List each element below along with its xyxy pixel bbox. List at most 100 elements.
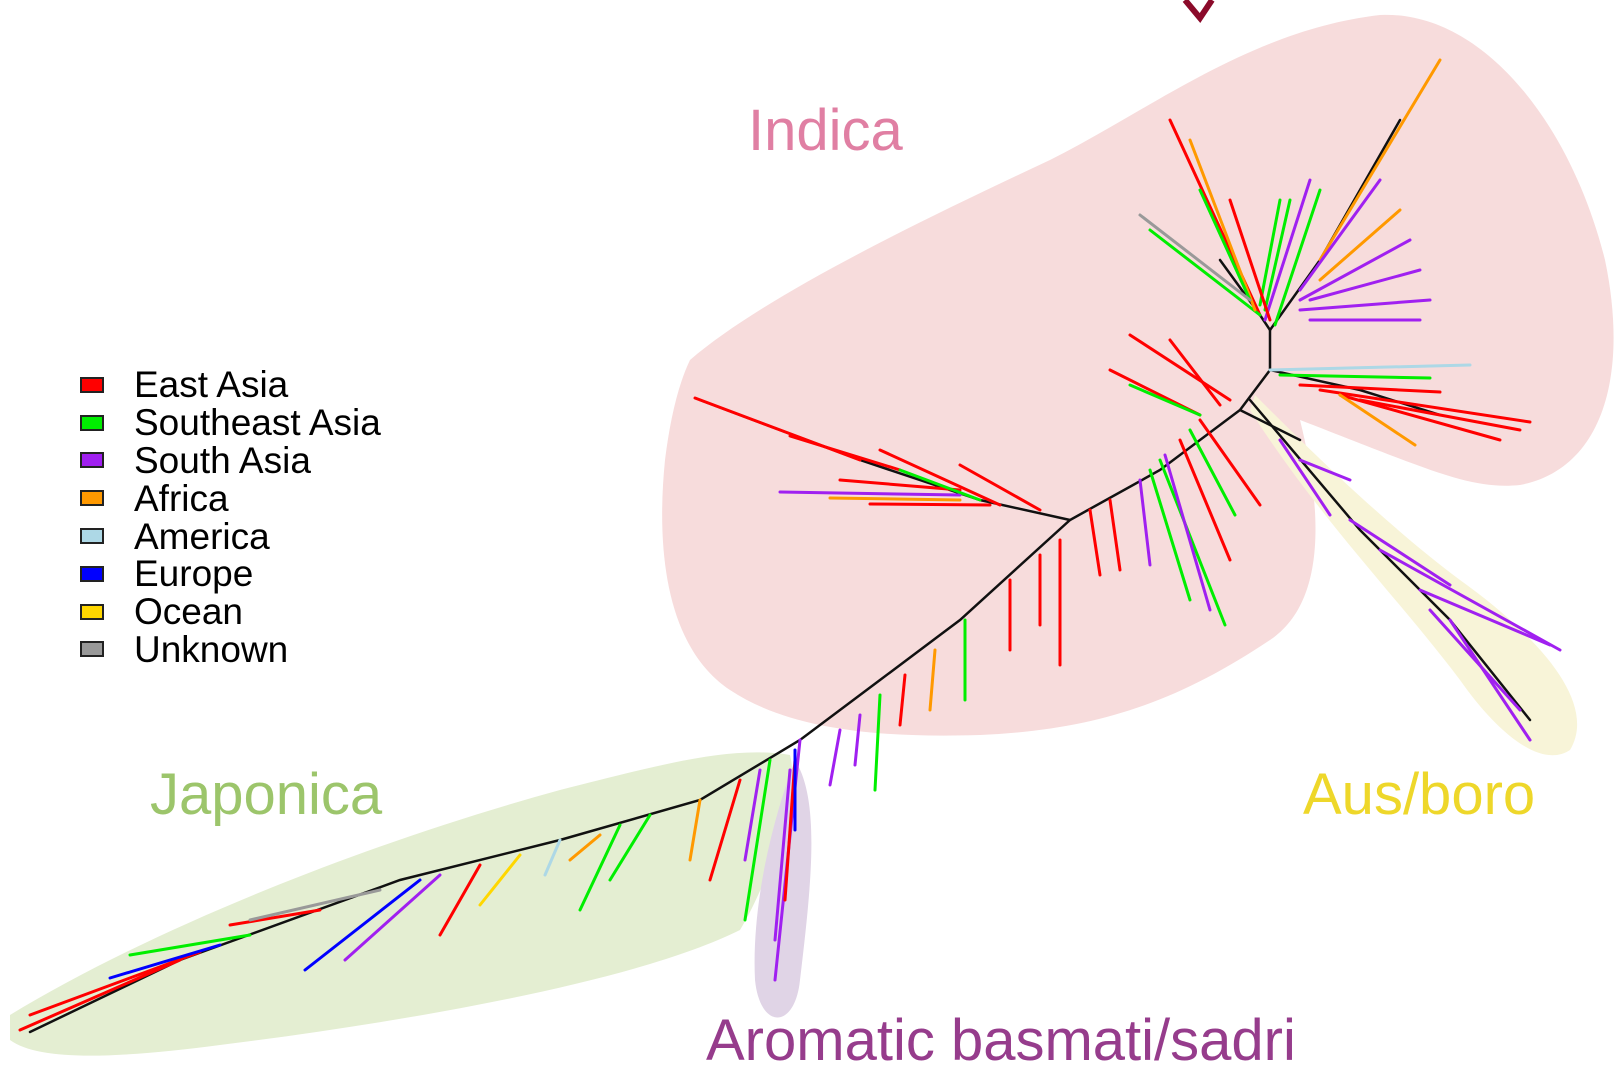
leaf (28, 950, 202, 1017)
legend-label: Southeast Asia (134, 402, 381, 444)
leaf (1138, 213, 1252, 302)
legend-swatch (80, 452, 104, 469)
legend-label: Ocean (134, 591, 244, 633)
leaf (853, 713, 862, 767)
leaf (1138, 478, 1152, 567)
leaf (1258, 198, 1282, 307)
leaf (868, 502, 992, 507)
legend-label: East Asia (134, 364, 289, 406)
leaf (898, 673, 907, 727)
leaf (128, 933, 252, 957)
legend-swatch (80, 528, 104, 545)
legend-item: Southeast Asia (80, 404, 381, 442)
leaf (1298, 238, 1412, 302)
leaf (1128, 333, 1232, 402)
leaf (878, 448, 1002, 507)
leaf (898, 468, 982, 502)
japonica-clade-region (10, 752, 792, 1056)
leaf (1308, 268, 1422, 302)
leaf (1278, 373, 1432, 380)
leaf (1298, 298, 1432, 312)
leaf (1198, 188, 1252, 302)
leaf (1448, 618, 1532, 742)
leaf (1178, 438, 1232, 562)
leaf (1163, 453, 1212, 612)
leaf (1158, 458, 1227, 627)
leaf (743, 768, 762, 862)
japonica-label: Japonica (150, 762, 383, 827)
leaf (1168, 338, 1222, 407)
legend-item: Africa (80, 479, 381, 517)
japonica-leaves (18, 758, 772, 1032)
leaf (1228, 198, 1272, 322)
legend-item: South Asia (80, 442, 381, 480)
aus-boro-leaves (1278, 438, 1562, 742)
leaf (18, 958, 182, 1032)
indica-east-leaves (1268, 363, 1532, 447)
legend-swatch (80, 376, 104, 393)
legend-swatch (80, 565, 104, 582)
legend-item: Ocean (80, 593, 381, 631)
leaf (1298, 178, 1382, 292)
leaf (1298, 383, 1442, 394)
leaf (1318, 208, 1402, 282)
leaf (1418, 588, 1552, 647)
legend-swatch (80, 414, 104, 431)
leaf (783, 758, 797, 902)
leaf (1188, 428, 1237, 517)
aus-boro-label: Aus/boro (1303, 762, 1536, 827)
leaf (688, 798, 702, 862)
aromatic-clade-region (754, 760, 812, 1018)
aromatic-label: Aromatic basmati/sadri (706, 1008, 1296, 1073)
legend-label: America (134, 515, 270, 557)
leaf (1298, 458, 1352, 482)
region-legend: East Asia Southeast Asia South Asia Africa A… (80, 366, 381, 668)
leaf (773, 768, 792, 942)
leaf (708, 778, 742, 882)
leaf (1378, 548, 1562, 652)
leaf (1278, 438, 1332, 517)
aus-boro-branch (1248, 398, 1532, 722)
leaf (1263, 198, 1292, 312)
tree-branches (18, 58, 1562, 1034)
leaf (568, 833, 602, 862)
leaf (438, 863, 482, 937)
leaf (1198, 418, 1262, 507)
legend-label: Africa (134, 477, 229, 519)
leaf (248, 888, 382, 922)
leaf (578, 823, 622, 912)
leaf (303, 878, 422, 972)
legend-item: Unknown (80, 631, 381, 669)
legend-swatch (80, 490, 104, 507)
leaf (1358, 398, 1522, 432)
legend-label: Unknown (134, 628, 289, 670)
indica-clade-region (662, 14, 1614, 736)
leaf (743, 758, 772, 922)
leaf (1338, 393, 1417, 447)
leaf (828, 728, 842, 787)
leaf (1348, 518, 1452, 587)
leaf (788, 434, 902, 472)
leaf (1148, 468, 1192, 602)
leaf (478, 853, 522, 907)
leaf (1188, 138, 1257, 312)
indica-west-leaves (693, 396, 1042, 512)
leaf (228, 908, 322, 927)
leaf (608, 813, 652, 882)
leaf (1273, 188, 1322, 327)
leaf (108, 943, 222, 980)
leaf (1268, 363, 1472, 372)
aus-boro-clade-region (1250, 395, 1578, 756)
cropped-title-fragment (1182, 0, 1215, 24)
leaf (1318, 58, 1442, 262)
leaf (928, 648, 937, 712)
indica-mid-leaves (828, 333, 1262, 792)
leaf (828, 496, 962, 502)
legend-swatch (80, 603, 104, 620)
leaf (1088, 508, 1102, 577)
aromatic-leaves (773, 738, 802, 982)
leaf (873, 693, 882, 792)
legend-item: Europe (80, 555, 381, 593)
leaf (958, 463, 1042, 512)
